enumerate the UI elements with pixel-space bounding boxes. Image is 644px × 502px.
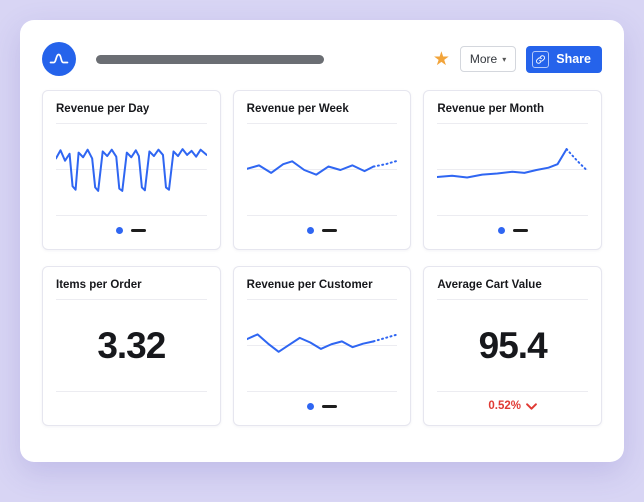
series-dot-icon xyxy=(306,226,314,234)
metric-number-area: 95.4 xyxy=(437,325,588,367)
share-button-label: Share xyxy=(556,52,591,66)
card-footer: 0.52% xyxy=(437,391,588,413)
series-line-icon xyxy=(512,228,528,232)
chart-legend xyxy=(306,402,337,410)
card-body xyxy=(246,300,398,391)
card-title: Revenue per Week xyxy=(246,103,398,124)
cards-grid: Revenue per Day Revenue per Week xyxy=(20,90,624,448)
chart-legend xyxy=(306,226,337,234)
title-placeholder-bar xyxy=(96,54,324,64)
card-revenue-per-day[interactable]: Revenue per Day xyxy=(42,90,221,250)
card-body: 95.4 xyxy=(437,300,588,391)
series-dot-icon xyxy=(497,226,505,234)
card-title: Revenue per Month xyxy=(437,103,588,124)
amplitude-wave-icon xyxy=(49,53,69,64)
series-line-icon xyxy=(131,228,147,232)
card-footer xyxy=(56,391,207,413)
card-body: 3.32 xyxy=(56,300,207,391)
metric-value: 95.4 xyxy=(478,324,548,366)
line-chart xyxy=(246,316,398,375)
share-button[interactable]: Share xyxy=(526,45,602,73)
series-dot-icon xyxy=(116,226,124,234)
card-title: Items per Order xyxy=(56,279,207,300)
metric-number-area: 3.32 xyxy=(56,325,207,367)
card-revenue-per-customer[interactable]: Revenue per Customer xyxy=(232,266,412,426)
chart-legend xyxy=(116,226,147,234)
card-footer xyxy=(246,215,398,237)
amplitude-logo[interactable] xyxy=(42,42,76,76)
more-button[interactable]: More ▾ xyxy=(459,46,517,72)
card-body xyxy=(437,124,588,215)
series-dot-icon xyxy=(306,402,314,410)
link-icon xyxy=(532,50,550,68)
line-chart xyxy=(437,140,588,199)
card-footer xyxy=(56,215,207,237)
card-items-per-order[interactable]: Items per Order 3.32 xyxy=(42,266,221,426)
card-body xyxy=(56,124,207,215)
card-revenue-per-week[interactable]: Revenue per Week xyxy=(232,90,412,250)
trend-down-icon xyxy=(526,402,537,410)
card-footer xyxy=(437,215,588,237)
change-value: 0.52% xyxy=(488,400,521,412)
chevron-down-icon: ▾ xyxy=(502,54,507,64)
card-title: Average Cart Value xyxy=(437,279,588,300)
card-revenue-per-month[interactable]: Revenue per Month xyxy=(423,90,602,250)
top-bar: ★ More ▾ Share xyxy=(20,20,624,90)
card-title: Revenue per Customer xyxy=(246,279,398,300)
series-line-icon xyxy=(321,404,337,408)
chart-legend xyxy=(497,226,528,234)
dashboard-panel: ★ More ▾ Share Revenue per Day xyxy=(20,20,624,462)
star-icon[interactable]: ★ xyxy=(432,48,450,70)
card-average-cart-value[interactable]: Average Cart Value 95.4 0.52% xyxy=(423,266,602,426)
metric-change: 0.52% xyxy=(488,400,537,412)
line-chart xyxy=(56,140,207,199)
card-title: Revenue per Day xyxy=(56,103,207,124)
card-body xyxy=(246,124,398,215)
series-line-icon xyxy=(321,228,337,232)
topbar-actions: ★ More ▾ Share xyxy=(432,45,602,73)
more-button-label: More xyxy=(469,52,498,66)
line-chart xyxy=(246,140,398,199)
card-footer xyxy=(246,391,398,413)
metric-value: 3.32 xyxy=(97,324,166,366)
